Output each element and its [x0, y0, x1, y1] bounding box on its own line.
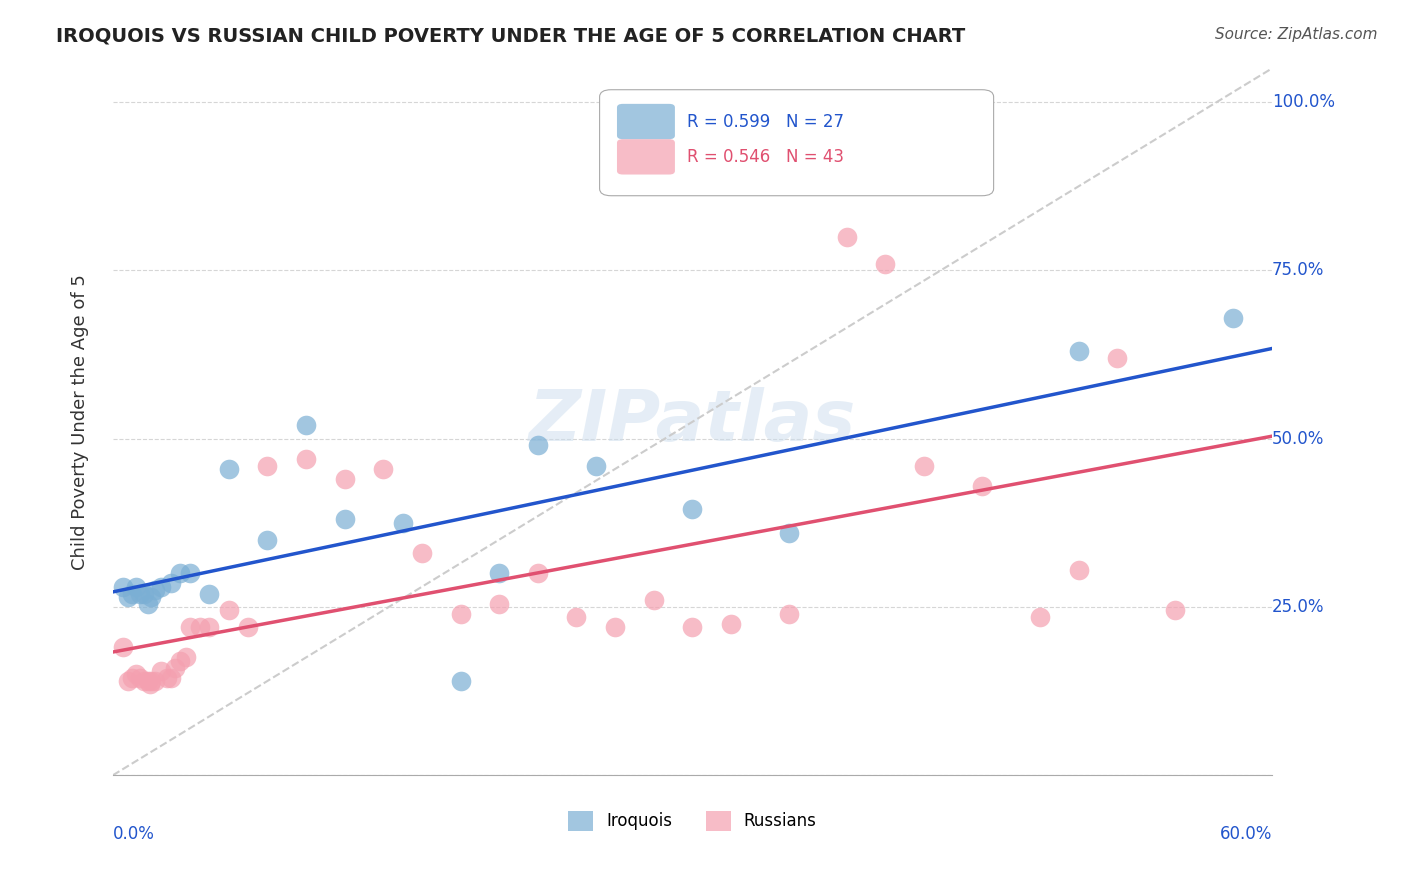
- Point: [125, 580, 148, 594]
- Point: [121, 586, 143, 600]
- Point: [236, 620, 259, 634]
- Point: [526, 566, 548, 581]
- Point: [188, 620, 211, 634]
- Point: [488, 566, 510, 581]
- Point: [198, 620, 221, 634]
- Point: [117, 673, 139, 688]
- Point: [128, 586, 150, 600]
- Point: [141, 590, 163, 604]
- Point: [132, 586, 155, 600]
- Point: [174, 650, 197, 665]
- Y-axis label: Child Poverty Under the Age of 5: Child Poverty Under the Age of 5: [72, 274, 89, 570]
- Text: 100.0%: 100.0%: [1272, 93, 1334, 112]
- Point: [450, 673, 472, 688]
- Point: [835, 229, 858, 244]
- FancyBboxPatch shape: [617, 103, 675, 139]
- Point: [333, 512, 356, 526]
- Point: [778, 525, 800, 540]
- Point: [875, 257, 897, 271]
- Point: [720, 616, 742, 631]
- Point: [136, 673, 159, 688]
- Point: [912, 458, 935, 473]
- Point: [411, 546, 433, 560]
- Point: [970, 479, 993, 493]
- Text: Source: ZipAtlas.com: Source: ZipAtlas.com: [1215, 27, 1378, 42]
- Point: [1067, 344, 1090, 359]
- Text: IROQUOIS VS RUSSIAN CHILD POVERTY UNDER THE AGE OF 5 CORRELATION CHART: IROQUOIS VS RUSSIAN CHILD POVERTY UNDER …: [56, 27, 966, 45]
- FancyBboxPatch shape: [599, 90, 994, 195]
- Text: 0.0%: 0.0%: [112, 825, 155, 843]
- Point: [143, 583, 166, 598]
- Legend: Iroquois, Russians: Iroquois, Russians: [561, 804, 824, 838]
- Point: [1029, 610, 1052, 624]
- Point: [373, 462, 395, 476]
- Point: [169, 566, 191, 581]
- Point: [391, 516, 413, 530]
- Point: [681, 502, 703, 516]
- Point: [143, 673, 166, 688]
- Text: R = 0.546   N = 43: R = 0.546 N = 43: [686, 148, 844, 166]
- Point: [1067, 563, 1090, 577]
- Point: [488, 597, 510, 611]
- Point: [111, 580, 134, 594]
- Text: 50.0%: 50.0%: [1272, 430, 1324, 448]
- Text: 75.0%: 75.0%: [1272, 261, 1324, 279]
- Point: [778, 607, 800, 621]
- Point: [121, 671, 143, 685]
- Text: 25.0%: 25.0%: [1272, 598, 1324, 616]
- Point: [603, 620, 626, 634]
- Point: [565, 610, 588, 624]
- Point: [526, 438, 548, 452]
- Point: [1222, 310, 1244, 325]
- Point: [681, 620, 703, 634]
- Point: [125, 667, 148, 681]
- Point: [179, 566, 201, 581]
- Point: [256, 533, 278, 547]
- Point: [585, 458, 607, 473]
- Point: [643, 593, 665, 607]
- Point: [159, 576, 181, 591]
- Point: [111, 640, 134, 655]
- Point: [218, 603, 240, 617]
- Point: [169, 654, 191, 668]
- Point: [128, 671, 150, 685]
- Text: R = 0.599   N = 27: R = 0.599 N = 27: [686, 112, 844, 130]
- Point: [198, 586, 221, 600]
- Point: [132, 673, 155, 688]
- Point: [159, 671, 181, 685]
- Point: [295, 418, 318, 433]
- Point: [1164, 603, 1187, 617]
- Point: [150, 580, 173, 594]
- Point: [333, 472, 356, 486]
- Point: [141, 673, 163, 688]
- FancyBboxPatch shape: [617, 139, 675, 175]
- Point: [218, 462, 240, 476]
- Point: [179, 620, 201, 634]
- Point: [138, 677, 160, 691]
- Point: [295, 451, 318, 466]
- Text: ZIPatlas: ZIPatlas: [529, 387, 856, 457]
- Point: [1107, 351, 1129, 365]
- Point: [163, 660, 186, 674]
- Point: [136, 597, 159, 611]
- Text: 60.0%: 60.0%: [1219, 825, 1272, 843]
- Point: [156, 671, 179, 685]
- Point: [450, 607, 472, 621]
- Point: [150, 664, 173, 678]
- Point: [117, 590, 139, 604]
- Point: [256, 458, 278, 473]
